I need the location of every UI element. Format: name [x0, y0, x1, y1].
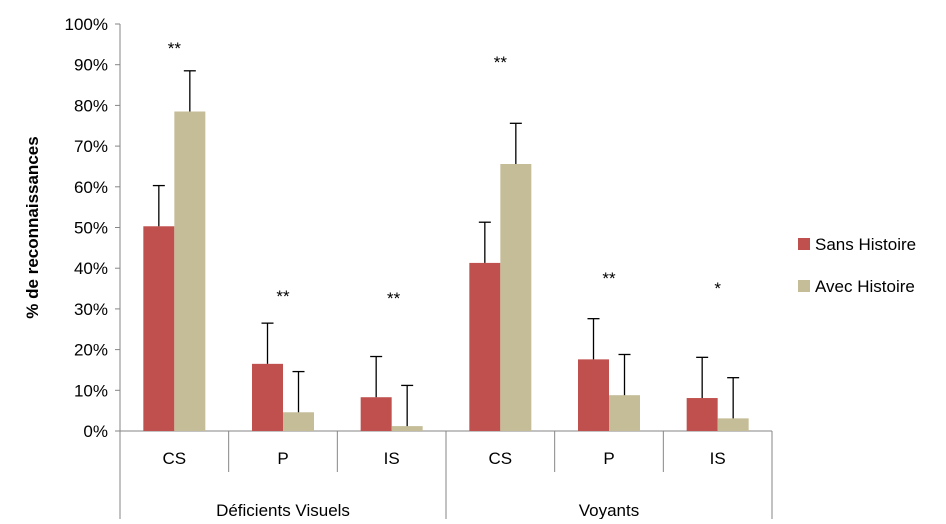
bar-sans-histoire — [252, 363, 283, 431]
bars — [143, 111, 749, 431]
legend: Sans Histoire Avec Histoire — [798, 235, 916, 296]
significance-markers: **** ******* — [168, 39, 722, 308]
bar-avec-histoire — [500, 164, 532, 431]
y-axis-title: % de reconnaissances — [23, 136, 42, 318]
x-category-label: P — [277, 449, 288, 468]
y-tick-label: 30% — [74, 300, 108, 319]
significance-marker: ** — [494, 53, 508, 72]
significance-marker: ** — [387, 289, 401, 308]
legend-label: Avec Histoire — [815, 277, 915, 296]
significance-marker: * — [714, 279, 721, 298]
y-tick-label: 70% — [74, 137, 108, 156]
error-bars — [152, 70, 740, 427]
bar-sans-histoire — [686, 398, 718, 431]
y-tick-label: 100% — [65, 15, 108, 34]
x-category-label: CS — [163, 449, 187, 468]
bar-avec-histoire — [174, 111, 206, 431]
significance-marker: ** — [602, 269, 616, 288]
legend-swatch — [798, 280, 810, 292]
bar-sans-histoire — [469, 262, 501, 431]
x-group-label: Déficients Visuels — [216, 501, 350, 519]
x-group-label: Voyants — [579, 501, 640, 519]
bar-avec-histoire — [717, 418, 749, 431]
bar-sans-histoire — [360, 397, 392, 431]
y-tick-label: 50% — [74, 219, 108, 238]
significance-marker: ** — [168, 39, 182, 58]
y-tick-label: 90% — [74, 56, 108, 75]
bar-sans-histoire — [578, 359, 609, 431]
x-category-label: IS — [710, 449, 726, 468]
x-category-label: P — [603, 449, 614, 468]
y-tick-label: 40% — [74, 259, 108, 278]
y-tick-label: 10% — [74, 381, 108, 400]
x-category-label: CS — [489, 449, 513, 468]
bar-avec-histoire — [609, 395, 640, 431]
y-tick-label: 60% — [74, 178, 108, 197]
x-axis: CS P IS CS P IS Déficients Visuels Voyants — [119, 430, 773, 520]
legend-label: Sans Histoire — [815, 235, 916, 254]
significance-marker: ** — [276, 287, 290, 306]
y-tick-label: 0% — [83, 422, 108, 441]
x-category-label: IS — [384, 449, 400, 468]
bar-avec-histoire — [391, 426, 423, 431]
bar-sans-histoire — [143, 226, 175, 431]
y-tick-label: 80% — [74, 96, 108, 115]
y-axis: 0% 10% 20% 30% 40% 50% 60% 70% 80% 90% 100% — [65, 15, 121, 441]
bar-avec-histoire — [283, 412, 314, 431]
y-tick-label: 20% — [74, 341, 108, 360]
legend-swatch — [798, 238, 810, 250]
